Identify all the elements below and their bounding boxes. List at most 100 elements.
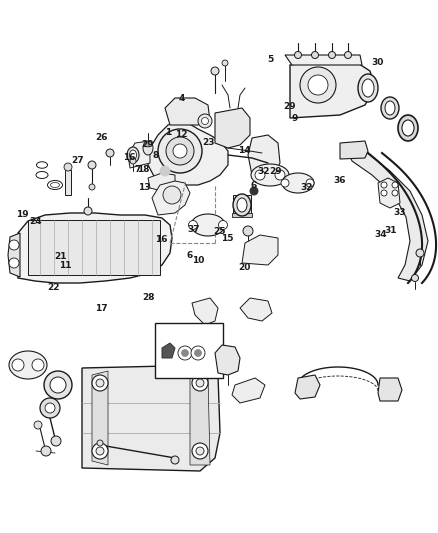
- Text: 13: 13: [138, 183, 151, 192]
- Bar: [232, 213, 252, 217]
- Circle shape: [411, 274, 418, 281]
- Circle shape: [9, 240, 19, 250]
- Circle shape: [281, 179, 289, 187]
- Text: 36: 36: [333, 176, 346, 184]
- Circle shape: [392, 190, 398, 196]
- Text: 30: 30: [371, 59, 384, 67]
- Polygon shape: [8, 233, 20, 277]
- Text: 10: 10: [192, 256, 204, 264]
- Polygon shape: [242, 235, 278, 265]
- Text: 12: 12: [176, 130, 188, 139]
- Text: 26: 26: [95, 133, 108, 142]
- Circle shape: [44, 371, 72, 399]
- Text: 1: 1: [166, 128, 172, 136]
- Polygon shape: [378, 378, 402, 401]
- Circle shape: [32, 359, 44, 371]
- Polygon shape: [148, 173, 175, 191]
- Circle shape: [308, 75, 328, 95]
- Ellipse shape: [402, 120, 414, 136]
- Circle shape: [250, 187, 258, 195]
- Circle shape: [294, 52, 301, 59]
- Circle shape: [196, 379, 204, 387]
- Circle shape: [96, 379, 104, 387]
- Circle shape: [45, 403, 55, 413]
- Ellipse shape: [381, 97, 399, 119]
- Text: 29: 29: [142, 141, 154, 149]
- Circle shape: [92, 375, 108, 391]
- Text: 19: 19: [17, 210, 29, 219]
- Ellipse shape: [127, 147, 139, 163]
- Bar: [65, 170, 71, 195]
- Circle shape: [194, 350, 201, 357]
- Ellipse shape: [237, 198, 247, 212]
- Circle shape: [211, 67, 219, 75]
- Text: 6: 6: [251, 181, 257, 190]
- Text: 9: 9: [291, 114, 297, 123]
- Text: 22: 22: [47, 284, 60, 292]
- Circle shape: [219, 221, 227, 230]
- Polygon shape: [192, 298, 218, 325]
- Circle shape: [181, 350, 188, 357]
- Ellipse shape: [36, 161, 47, 168]
- Polygon shape: [348, 148, 428, 281]
- Circle shape: [130, 158, 136, 164]
- Polygon shape: [152, 181, 190, 215]
- Polygon shape: [15, 213, 172, 283]
- Circle shape: [192, 443, 208, 459]
- Circle shape: [222, 60, 228, 66]
- Polygon shape: [340, 141, 368, 159]
- Polygon shape: [378, 178, 400, 208]
- Polygon shape: [295, 375, 320, 399]
- Polygon shape: [215, 108, 250, 148]
- Ellipse shape: [130, 150, 137, 160]
- Circle shape: [300, 67, 336, 103]
- Polygon shape: [290, 58, 375, 118]
- Circle shape: [173, 144, 187, 158]
- Ellipse shape: [398, 115, 418, 141]
- Circle shape: [50, 377, 66, 393]
- Text: 29: 29: [269, 167, 281, 176]
- Text: 6: 6: [186, 252, 192, 260]
- Ellipse shape: [191, 214, 225, 236]
- Ellipse shape: [9, 351, 47, 379]
- Circle shape: [96, 447, 104, 455]
- Polygon shape: [190, 375, 210, 465]
- Circle shape: [160, 166, 170, 176]
- Circle shape: [196, 447, 204, 455]
- Circle shape: [381, 182, 387, 188]
- Circle shape: [163, 186, 181, 204]
- Ellipse shape: [47, 181, 63, 190]
- Text: 33: 33: [393, 208, 406, 216]
- Text: 20: 20: [238, 263, 251, 272]
- Circle shape: [392, 182, 398, 188]
- Text: 16: 16: [155, 236, 167, 244]
- Text: 23: 23: [202, 139, 214, 147]
- Text: 29: 29: [283, 102, 295, 111]
- Polygon shape: [248, 135, 280, 181]
- Circle shape: [171, 456, 179, 464]
- Circle shape: [84, 207, 92, 215]
- Polygon shape: [148, 121, 228, 185]
- Circle shape: [198, 114, 212, 128]
- Polygon shape: [128, 141, 150, 168]
- Circle shape: [243, 226, 253, 236]
- Text: 5: 5: [268, 55, 274, 64]
- Bar: [155, 323, 223, 378]
- Ellipse shape: [251, 164, 289, 186]
- Ellipse shape: [50, 182, 60, 188]
- Circle shape: [64, 163, 72, 171]
- Text: 28: 28: [142, 293, 154, 302]
- Text: 31: 31: [385, 226, 397, 235]
- Polygon shape: [165, 98, 210, 125]
- Circle shape: [92, 443, 108, 459]
- Polygon shape: [240, 298, 272, 321]
- Circle shape: [191, 346, 205, 360]
- Ellipse shape: [362, 79, 374, 97]
- Polygon shape: [215, 345, 240, 375]
- Polygon shape: [162, 343, 175, 358]
- Circle shape: [306, 179, 314, 187]
- Circle shape: [89, 184, 95, 190]
- Polygon shape: [232, 378, 265, 403]
- Ellipse shape: [282, 173, 314, 193]
- Text: 27: 27: [72, 157, 84, 165]
